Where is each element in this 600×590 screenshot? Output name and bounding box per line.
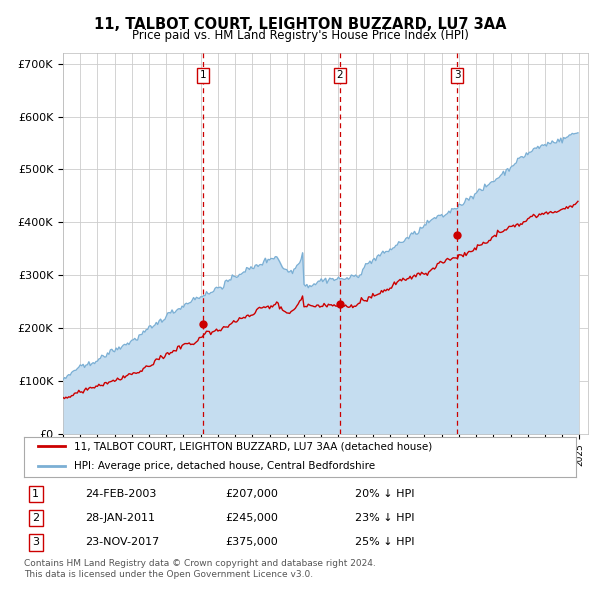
Text: 3: 3 xyxy=(454,70,460,80)
Text: 2: 2 xyxy=(337,70,343,80)
Text: 11, TALBOT COURT, LEIGHTON BUZZARD, LU7 3AA: 11, TALBOT COURT, LEIGHTON BUZZARD, LU7 … xyxy=(94,17,506,31)
Text: £375,000: £375,000 xyxy=(226,537,278,547)
Text: 11, TALBOT COURT, LEIGHTON BUZZARD, LU7 3AA (detached house): 11, TALBOT COURT, LEIGHTON BUZZARD, LU7 … xyxy=(74,441,432,451)
Text: £245,000: £245,000 xyxy=(226,513,278,523)
Text: HPI: Average price, detached house, Central Bedfordshire: HPI: Average price, detached house, Cent… xyxy=(74,461,375,471)
Text: 28-JAN-2011: 28-JAN-2011 xyxy=(85,513,155,523)
Text: 24-FEB-2003: 24-FEB-2003 xyxy=(85,489,156,499)
Text: Contains HM Land Registry data © Crown copyright and database right 2024.
This d: Contains HM Land Registry data © Crown c… xyxy=(24,559,376,579)
Text: 1: 1 xyxy=(32,489,39,499)
Text: £207,000: £207,000 xyxy=(226,489,278,499)
Text: 20% ↓ HPI: 20% ↓ HPI xyxy=(355,489,415,499)
Text: 23% ↓ HPI: 23% ↓ HPI xyxy=(355,513,415,523)
Text: Price paid vs. HM Land Registry's House Price Index (HPI): Price paid vs. HM Land Registry's House … xyxy=(131,30,469,42)
Text: 23-NOV-2017: 23-NOV-2017 xyxy=(85,537,159,547)
Text: 1: 1 xyxy=(199,70,206,80)
Text: 3: 3 xyxy=(32,537,39,547)
Text: 25% ↓ HPI: 25% ↓ HPI xyxy=(355,537,415,547)
Text: 2: 2 xyxy=(32,513,40,523)
